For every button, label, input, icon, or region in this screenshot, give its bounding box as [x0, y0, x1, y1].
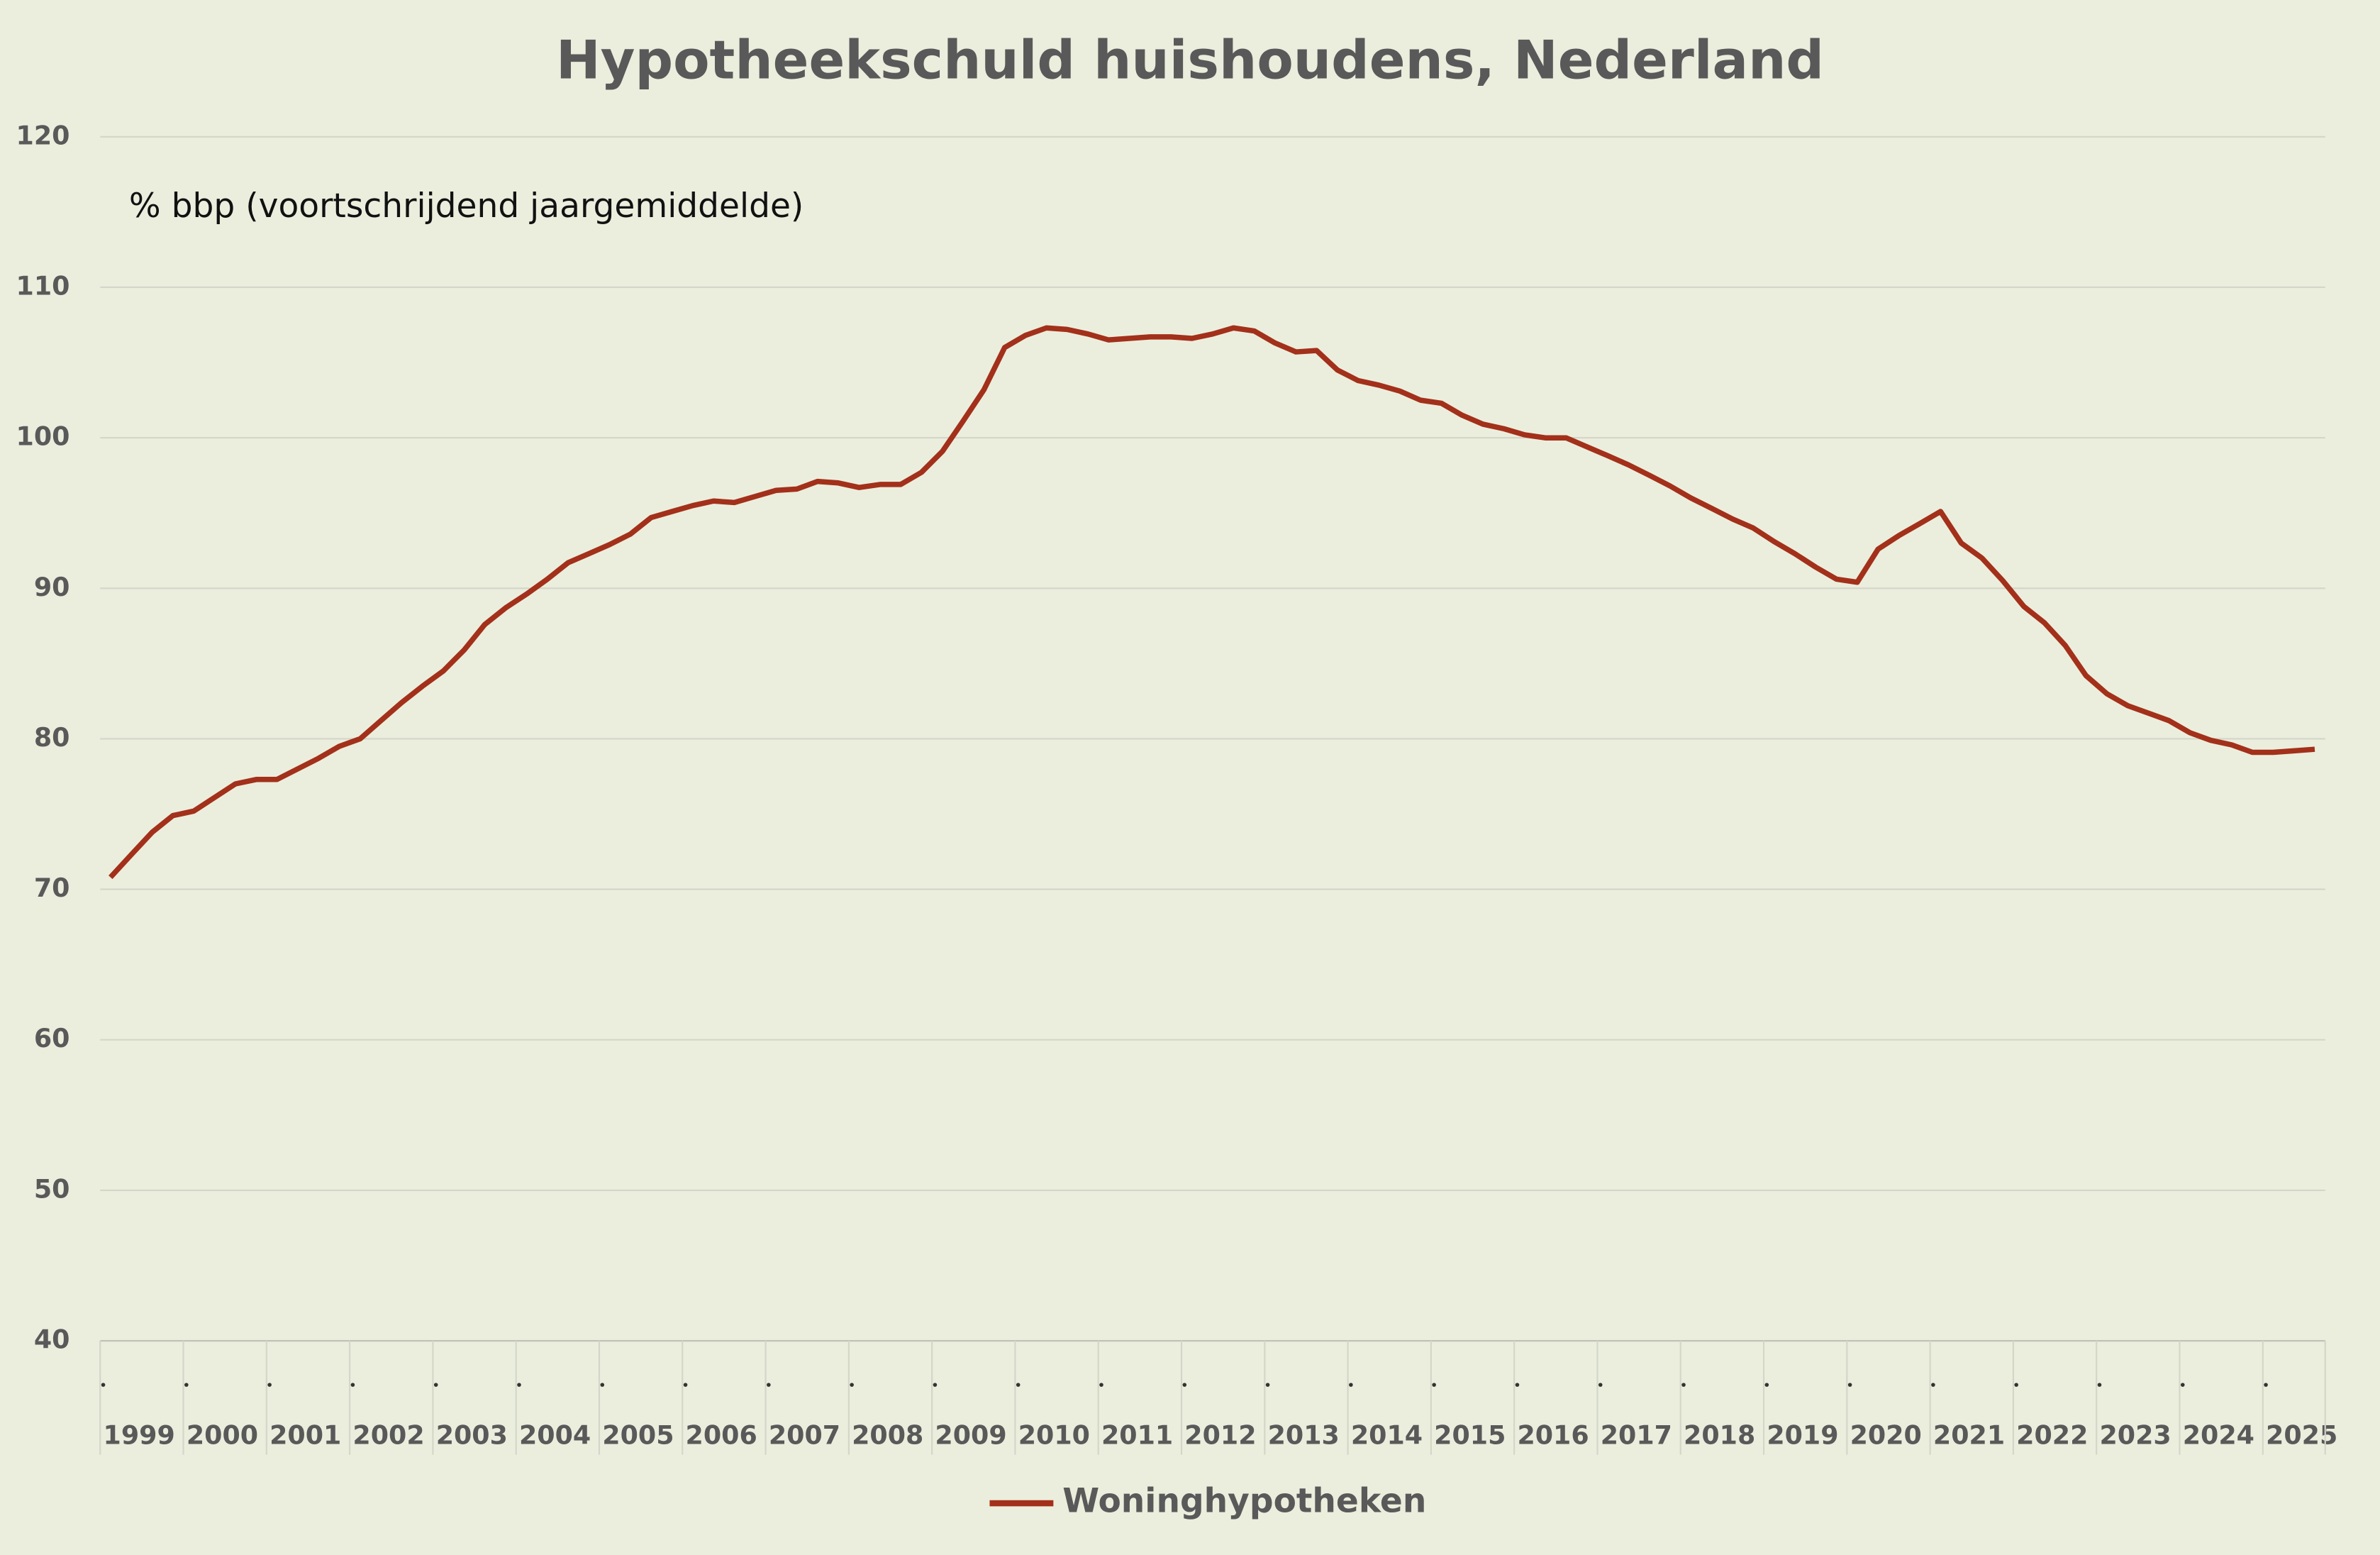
tick-dot [1182, 1383, 1187, 1387]
x-tick-label: 2012 [1184, 1420, 1256, 1450]
tick-dot [683, 1383, 688, 1387]
tick-dot [184, 1383, 189, 1387]
tick-dot [2097, 1383, 2102, 1387]
tick-dot [2264, 1383, 2268, 1387]
tick-dot [517, 1383, 521, 1387]
y-tick-label: 120 [16, 120, 70, 150]
y-tick-label: 50 [34, 1173, 70, 1204]
tick-dot [1432, 1383, 1436, 1387]
tick-dot [1931, 1383, 1935, 1387]
tick-dot [600, 1383, 605, 1387]
y-tick-label: 100 [16, 421, 70, 452]
x-tick-label: 2008 [852, 1420, 923, 1450]
tick-dot [1764, 1383, 1769, 1387]
tick-dot [433, 1383, 438, 1387]
tick-dot [101, 1383, 106, 1387]
chart-title: Hypotheekschuld huishoudens, Nederland [556, 29, 1824, 92]
x-tick-label: 2017 [1601, 1420, 1672, 1450]
x-tick-label: 2015 [1434, 1420, 1506, 1450]
tick-dot [2014, 1383, 2018, 1387]
y-tick-label: 40 [34, 1324, 70, 1355]
y-tick-label: 60 [34, 1023, 70, 1053]
tick-dot [1099, 1383, 1103, 1387]
x-tick-label: 2023 [2099, 1420, 2171, 1450]
x-tick-label: 2024 [2183, 1420, 2254, 1450]
x-tick-label: 2006 [686, 1420, 757, 1450]
tick-dot [1349, 1383, 1353, 1387]
tick-dot [267, 1383, 272, 1387]
y-tick-label: 110 [16, 270, 70, 301]
x-tick-label: 2005 [602, 1420, 674, 1450]
x-tick-label: 2016 [1517, 1420, 1589, 1450]
line-series [109, 325, 2315, 880]
y-tick-label: 90 [34, 572, 70, 602]
x-tick-label: 2011 [1101, 1420, 1173, 1450]
tick-dot [850, 1383, 854, 1387]
x-tick-label: 2025 [2266, 1420, 2337, 1450]
x-tick-label: 2013 [1268, 1420, 1340, 1450]
annotation: % bbp (voortschrijdend jaargemiddelde) [129, 187, 803, 226]
x-tick-label: 2020 [1850, 1420, 1922, 1450]
x-tick-label: 2018 [1684, 1420, 1755, 1450]
x-tick-label: 2014 [1351, 1420, 1423, 1450]
tick-dot [1847, 1383, 1852, 1387]
tick-dot [1515, 1383, 1520, 1387]
x-tick-label: 2003 [436, 1420, 508, 1450]
x-tick-label: 2001 [269, 1420, 341, 1450]
x-tick-label: 1999 [104, 1420, 175, 1450]
tick-dot [1681, 1383, 1686, 1387]
x-tick-label: 2019 [1767, 1420, 1838, 1450]
x-tick-label: 2007 [769, 1420, 840, 1450]
tick-dot [1598, 1383, 1603, 1387]
y-tick-label: 70 [34, 873, 70, 903]
x-tick-label: 2021 [1933, 1420, 2005, 1450]
legend-label: Woninghypotheken [1062, 1482, 1426, 1521]
tick-dot [1016, 1383, 1021, 1387]
tick-dot [767, 1383, 771, 1387]
x-tick-label: 2009 [935, 1420, 1006, 1450]
x-tick-label: 2010 [1018, 1420, 1090, 1450]
x-tick-label: 2004 [519, 1420, 591, 1450]
tick-dot [2180, 1383, 2185, 1387]
tick-dot [1265, 1383, 1270, 1387]
x-tick-label: 2022 [2016, 1420, 2088, 1450]
tick-dot [933, 1383, 938, 1387]
x-tick-label: 2000 [187, 1420, 258, 1450]
y-tick-label: 80 [34, 722, 70, 753]
x-tick-label: 2002 [352, 1420, 424, 1450]
tick-dot [350, 1383, 355, 1387]
